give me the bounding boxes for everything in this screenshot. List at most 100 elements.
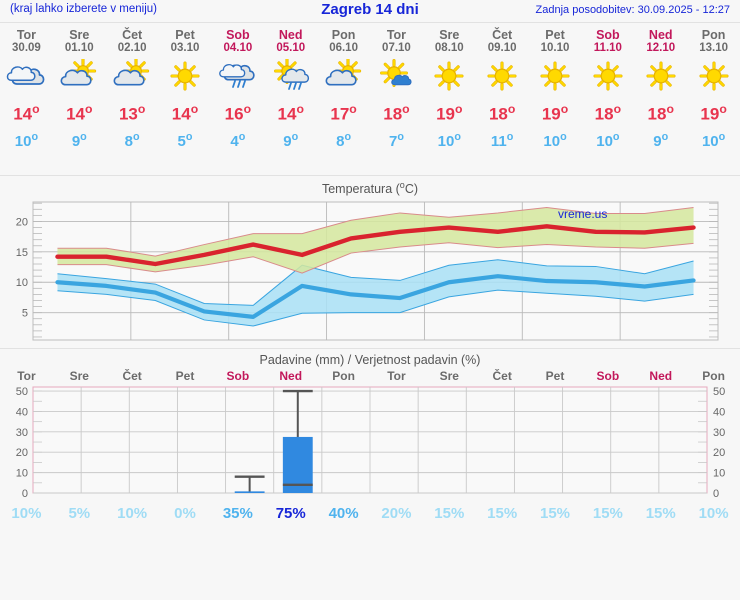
temperature-title-degree: o <box>399 180 405 190</box>
day-column-07.10: Tor 07.10 18o 7o <box>370 29 423 152</box>
temp-max: 17o <box>330 102 357 124</box>
temp-max: 14o <box>277 102 304 124</box>
temp-max: 18o <box>488 102 516 124</box>
svg-text:30: 30 <box>713 427 725 439</box>
day-date: 01.10 <box>64 42 94 54</box>
precip-day-label: Pet <box>545 369 565 384</box>
day-column-08.10: Sre 08.10 19o 10o <box>423 29 476 152</box>
day-date: 13.10 <box>699 42 728 54</box>
day-date: 06.10 <box>329 42 358 54</box>
day-date: 12.10 <box>646 42 676 54</box>
precip-probability: 40% <box>328 505 359 523</box>
precipitation-chart: Padavine (mm) / Verjetnost padavin (%) T… <box>0 349 740 524</box>
day-name: Sre <box>69 28 90 42</box>
precip-probability: 15% <box>540 505 571 523</box>
temp-max: 13o <box>118 102 146 124</box>
precip-day-label: Pon <box>702 369 725 384</box>
day-column-09.10: Čet 09.10 18o 11o <box>476 29 529 152</box>
svg-text:20: 20 <box>713 447 725 459</box>
precip-probability: 15% <box>434 505 465 523</box>
day-column-01.10: Sre 01.10 14o 9o <box>53 29 106 152</box>
day-column-13.10: Pon 13.10 19o 10o <box>687 29 740 152</box>
day-column-11.10: Sob 11.10 18o 10o <box>581 29 634 152</box>
temperature-svg: 5 10 15 20 vreme.us <box>16 201 719 341</box>
precip-probability: 35% <box>222 505 253 523</box>
svg-text:10: 10 <box>16 277 28 289</box>
precip-day-label: Tor <box>17 369 36 384</box>
partly-sunny-icon <box>106 55 159 97</box>
temp-min: 4o <box>230 130 246 150</box>
day-name: Ned <box>278 28 303 42</box>
svg-text:0: 0 <box>22 488 28 500</box>
day-name: Pon <box>701 28 726 42</box>
day-column-06.10: Pon 06.10 17o 8o <box>317 29 370 152</box>
sun-rain-icon <box>264 55 317 97</box>
day-date: 30.09 <box>12 42 41 54</box>
temp-max: 14o <box>13 102 40 124</box>
day-column-12.10: Ned 12.10 18o 9o <box>634 29 687 152</box>
day-name: Ned <box>648 28 673 42</box>
temp-min: 10o <box>596 130 620 150</box>
day-columns: Tor 30.09 14o 10o Sre 01.10 14o 9o Čet 02.10 13… <box>0 23 740 152</box>
day-date: 05.10 <box>276 42 306 54</box>
day-date: 04.10 <box>223 42 253 54</box>
precip-day-label: Čet <box>492 369 512 384</box>
precip-day-label: Čet <box>122 369 142 384</box>
temperature-plot: 5 10 15 20 vreme.us <box>0 198 740 348</box>
day-column-03.10: Pet 03.10 14o 5o <box>159 29 212 152</box>
precip-probability: 10% <box>698 505 729 523</box>
day-name: Sob <box>596 28 620 42</box>
day-date: 02.10 <box>117 42 147 54</box>
forecast-strip: Tor 30.09 14o 10o Sre 01.10 14o 9o Čet 02.10 13… <box>0 23 740 175</box>
day-name: Pon <box>331 28 356 42</box>
svg-text:vreme.us: vreme.us <box>558 207 607 221</box>
precip-day-label: Ned <box>279 369 303 384</box>
temp-min: 9o <box>71 130 87 150</box>
day-column-02.10: Čet 02.10 13o 8o <box>106 29 159 152</box>
svg-text:20: 20 <box>16 447 28 459</box>
partly-sunny-icon <box>53 55 106 97</box>
day-name: Pet <box>175 28 195 42</box>
sunny-icon <box>476 55 529 97</box>
temp-min: 7o <box>388 130 404 150</box>
temp-min: 10o <box>14 130 39 150</box>
day-column-10.10: Pet 10.10 19o 10o <box>529 29 582 152</box>
precip-probability: 0% <box>174 505 196 523</box>
precip-probability: 75% <box>275 505 306 523</box>
day-name: Čet <box>492 28 513 42</box>
page-header: (kraj lahko izberete v meniju) Zagreb 14… <box>0 0 740 22</box>
svg-text:0: 0 <box>713 488 719 500</box>
sunny-icon <box>159 55 212 97</box>
cloudy-icon <box>0 55 53 97</box>
temp-min: 5o <box>177 130 193 150</box>
temp-min: 11o <box>490 130 514 150</box>
temp-min: 10o <box>543 130 567 150</box>
temp-max: 14o <box>66 102 93 124</box>
temp-max: 16o <box>224 102 252 124</box>
svg-text:50: 50 <box>16 386 28 398</box>
day-date: 08.10 <box>434 42 464 54</box>
svg-text:10: 10 <box>16 468 28 480</box>
page-title: Zagreb 14 dni <box>321 1 419 18</box>
precip-day-label: Ned <box>649 369 673 384</box>
temperature-chart-title: Temperatura (oC) <box>0 176 740 198</box>
divider-temp <box>0 348 740 350</box>
temp-min: 9o <box>283 130 299 150</box>
sunny-icon <box>687 55 740 97</box>
day-name: Tor <box>16 28 37 42</box>
sunny-icon <box>634 55 687 97</box>
sun-small-cloud-icon <box>370 55 423 97</box>
day-column-30.09: Tor 30.09 14o 10o <box>0 29 53 152</box>
temperature-title-tail: C) <box>404 182 419 197</box>
precip-day-labels: Tor Sre Čet Pet Sob Ned Pon Tor Sre Čet Pet Sob Ned P… <box>0 369 740 383</box>
sunny-icon <box>581 55 634 97</box>
temp-max: 19o <box>700 102 727 124</box>
precip-probability: 10% <box>117 505 148 523</box>
day-name: Sre <box>439 28 460 42</box>
temp-max: 18o <box>594 102 622 124</box>
temperature-title-main: Temperatura ( <box>321 182 400 197</box>
day-date: 07.10 <box>382 42 411 54</box>
day-date: 09.10 <box>487 42 517 54</box>
svg-text:20: 20 <box>16 217 28 229</box>
